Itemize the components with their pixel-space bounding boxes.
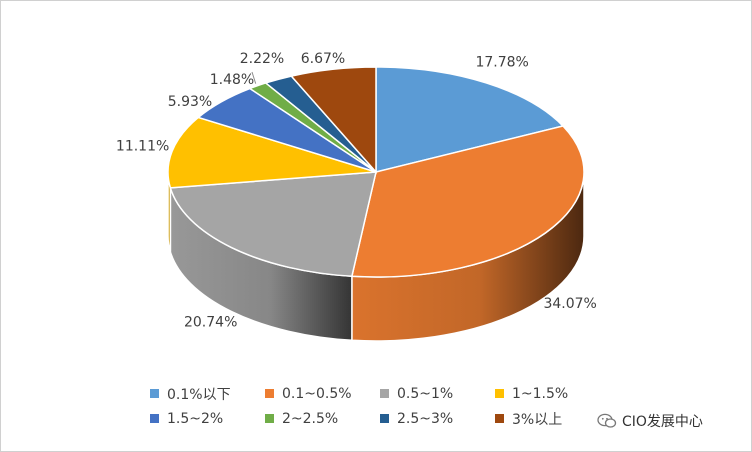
legend-swatch — [265, 389, 274, 398]
pie-slice-3 — [167, 116, 377, 189]
legend-item: 3%以上 — [495, 409, 610, 429]
legend-swatch — [380, 414, 389, 423]
legend-item: 0.1~0.5% — [265, 386, 380, 402]
pie-slice-2 — [169, 171, 377, 278]
watermark-text: CIO发展中心 — [622, 414, 703, 430]
legend-label: 0.1~0.5% — [282, 385, 352, 402]
legend-swatch — [150, 389, 159, 398]
legend-item: 2~2.5% — [265, 411, 380, 427]
legend-item: 0.5~1% — [380, 386, 495, 402]
legend-swatch — [150, 414, 159, 423]
watermark: CIO发展中心 — [597, 411, 703, 431]
legend-label: 0.1%以下 — [167, 386, 231, 403]
data-label-2: 20.74% — [184, 314, 237, 330]
data-label-5: 1.48% — [210, 72, 254, 88]
pie-slice-1 — [350, 125, 585, 278]
chart-legend: 0.1%以下 0.1~0.5% 0.5~1% 1~1.5% 1.5~2% 2~2.5% 2.… — [150, 381, 610, 431]
legend-swatch — [495, 414, 504, 423]
leader-line — [251, 71, 257, 84]
data-label-4: 5.93% — [168, 94, 212, 110]
data-label-0: 17.78% — [475, 55, 528, 71]
legend-label: 2~2.5% — [282, 410, 339, 427]
legend-swatch — [265, 414, 274, 423]
legend-swatch — [380, 389, 389, 398]
legend-label: 1~1.5% — [512, 385, 569, 402]
legend-row: 1.5~2% 2~2.5% 2.5~3% 3%以上 — [150, 406, 610, 431]
pie-slice-7 — [289, 66, 377, 174]
legend-item: 0.1%以下 — [150, 384, 265, 404]
wechat-icon — [597, 413, 617, 428]
pie-slice-0 — [375, 66, 565, 173]
legend-item: 1.5~2% — [150, 411, 265, 427]
legend-swatch — [495, 389, 504, 398]
legend-label: 1.5~2% — [167, 410, 224, 427]
data-label-7: 6.67% — [301, 51, 345, 67]
data-label-3: 11.11% — [116, 139, 169, 155]
legend-label: 3%以上 — [512, 411, 563, 428]
legend-item: 2.5~3% — [380, 411, 495, 427]
legend-label: 2.5~3% — [397, 410, 454, 427]
data-label-6: 2.22% — [240, 51, 284, 67]
data-label-1: 34.07% — [543, 296, 596, 312]
legend-row: 0.1%以下 0.1~0.5% 0.5~1% 1~1.5% — [150, 381, 610, 406]
legend-item: 1~1.5% — [495, 386, 610, 402]
legend-label: 0.5~1% — [397, 385, 454, 402]
